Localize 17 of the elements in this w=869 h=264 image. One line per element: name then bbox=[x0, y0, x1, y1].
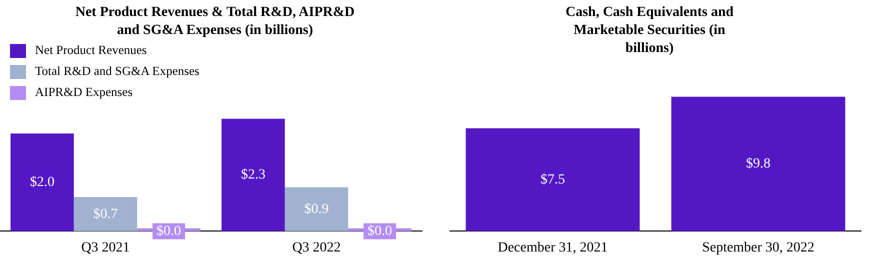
legend-label: AIPR&D Expenses bbox=[35, 85, 133, 100]
chart-title: Net Product Revenues & Total R&D, AIPR&D and SG&A Expenses (in billions) bbox=[74, 4, 356, 40]
legend-label: Total R&D and SG&A Expenses bbox=[35, 64, 200, 79]
data-label: $9.8 bbox=[746, 156, 770, 172]
x-tick-label: September 30, 2022 bbox=[702, 240, 814, 256]
legend-label: Net Product Revenues bbox=[35, 43, 147, 58]
data-label: $7.5 bbox=[540, 172, 565, 188]
data-label: $0.0 bbox=[156, 224, 182, 239]
x-tick-label: Q3 2022 bbox=[292, 240, 341, 256]
data-label: $0.9 bbox=[304, 202, 329, 217]
chart-title: Cash, Cash Equivalents and Marketable Securities (in billions) bbox=[564, 4, 735, 58]
data-label: $2.3 bbox=[240, 168, 266, 183]
data-label: $0.7 bbox=[93, 206, 118, 222]
x-tick-label: Q3 2021 bbox=[81, 240, 130, 256]
x-tick-label: December 31, 2021 bbox=[498, 240, 608, 256]
data-label: $2.0 bbox=[30, 174, 54, 190]
data-label: $0.0 bbox=[368, 224, 392, 239]
